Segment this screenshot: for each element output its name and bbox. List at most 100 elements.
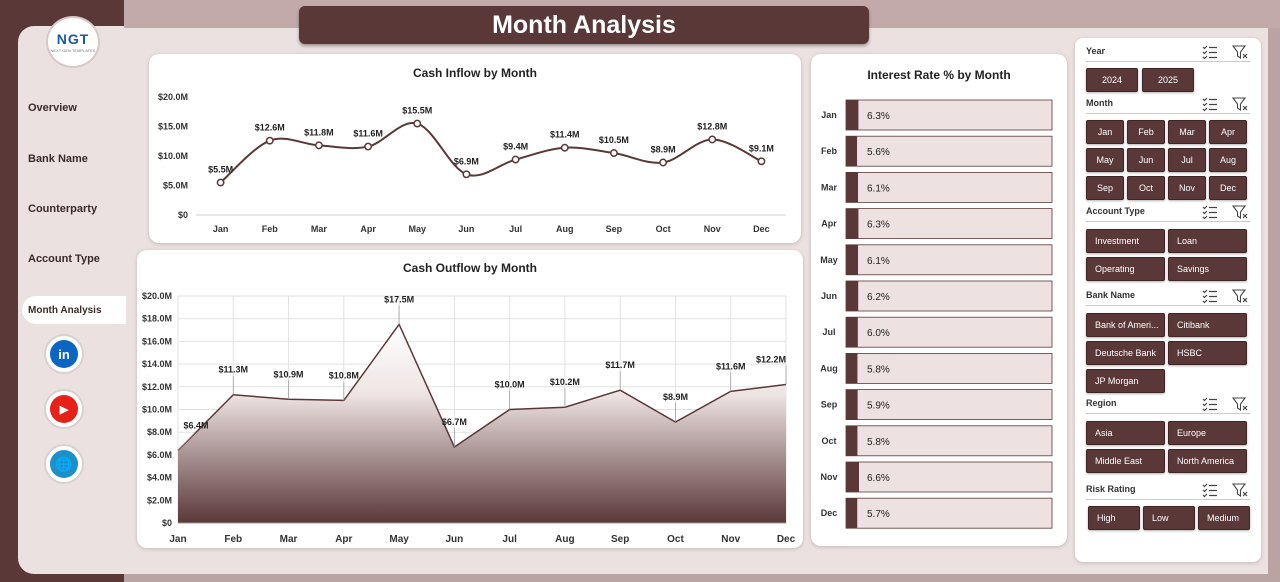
- month-option[interactable]: Feb: [1127, 120, 1165, 144]
- month-option[interactable]: Jul: [1168, 148, 1206, 172]
- y-tick-label: $14.0M: [142, 359, 172, 369]
- y-tick-label: $15.0M: [158, 122, 188, 132]
- rate-data-label: 5.7%: [867, 509, 890, 520]
- year-option[interactable]: 2025: [1142, 68, 1194, 92]
- y-tick-label: Apr: [821, 219, 837, 229]
- risk-rating-option[interactable]: Low: [1143, 506, 1195, 530]
- inflow-data-label: $12.6M: [255, 123, 285, 133]
- bank-name-option[interactable]: Bank of Ameri...: [1086, 313, 1165, 337]
- clear-filter-icon[interactable]: [1231, 288, 1248, 309]
- region-option[interactable]: Europe: [1168, 421, 1247, 445]
- website-button[interactable]: 🌐: [44, 444, 84, 484]
- clear-filter-icon[interactable]: [1231, 204, 1248, 225]
- interest-rate-chart: Jan 6.3% Feb 5.6% Mar 6.1% Apr 6.3% May 6.1% Jun 6.…: [820, 99, 1053, 529]
- month-option[interactable]: May: [1086, 148, 1124, 172]
- sidebar-item-bank-name[interactable]: Bank Name: [28, 153, 88, 165]
- x-tick-label: May: [408, 224, 426, 234]
- region-option[interactable]: North America: [1168, 449, 1247, 473]
- month-option[interactable]: Sep: [1086, 176, 1124, 200]
- sidebar-item-month-analysis[interactable]: Month Analysis: [22, 296, 126, 324]
- month-option[interactable]: Oct: [1127, 176, 1165, 200]
- month-option[interactable]: Jun: [1127, 148, 1165, 172]
- clear-filter-icon[interactable]: [1231, 96, 1248, 117]
- month-option[interactable]: Dec: [1209, 176, 1247, 200]
- y-tick-label: Oct: [821, 436, 836, 446]
- inflow-data-label: $11.6M: [353, 129, 383, 139]
- clear-filter-icon[interactable]: [1231, 396, 1248, 417]
- month-option[interactable]: Aug: [1209, 148, 1247, 172]
- clear-filter-icon[interactable]: [1231, 44, 1248, 65]
- x-tick-label: Jul: [502, 534, 517, 545]
- outflow-leader-line: [177, 431, 197, 451]
- region-slicer-title: Region: [1086, 398, 1117, 408]
- rate-bar-track: [845, 172, 1053, 203]
- multi-select-icon[interactable]: [1202, 396, 1218, 417]
- rate-bar: [846, 462, 859, 492]
- cash-inflow-chart: $0 $5.0M $10.0M $15.0M $20.0M Jan $5.5M Feb $12.…: [158, 92, 786, 234]
- cash-inflow-card: Cash Inflow by Month $0 $5.0M $10.0M $15.0M…: [149, 54, 801, 243]
- youtube-button[interactable]: ▶: [44, 389, 84, 429]
- linkedin-button[interactable]: in: [44, 334, 84, 374]
- outflow-data-label: $8.9M: [663, 392, 688, 402]
- y-tick-label: Feb: [821, 146, 838, 156]
- multi-select-icon[interactable]: [1202, 288, 1218, 309]
- rate-bar: [846, 353, 858, 384]
- inflow-point: [314, 141, 323, 150]
- account-type-option[interactable]: Operating: [1086, 257, 1165, 281]
- outflow-line: [177, 322, 787, 451]
- month-slicer-header: Month: [1086, 96, 1250, 114]
- rate-data-label: 5.6%: [867, 147, 890, 158]
- outflow-data-label: $11.3M: [219, 365, 249, 375]
- inflow-data-label: $8.9M: [651, 144, 676, 154]
- y-tick-label: $18.0M: [142, 314, 172, 324]
- bank-name-option[interactable]: JP Morgan: [1086, 369, 1165, 393]
- outflow-data-label: $6.7M: [442, 417, 467, 427]
- rate-bar: [846, 244, 859, 275]
- inflow-data-label: $10.5M: [599, 135, 629, 145]
- sidebar-item-account-type[interactable]: Account Type: [28, 253, 100, 265]
- bank-name-option[interactable]: Deutsche Bank: [1086, 341, 1165, 365]
- rate-data-label: 6.1%: [867, 183, 890, 194]
- risk-rating-option[interactable]: Medium: [1198, 506, 1250, 530]
- year-option[interactable]: 2024: [1086, 68, 1138, 92]
- inflow-point: [708, 135, 717, 144]
- clear-filter-icon[interactable]: [1231, 482, 1248, 503]
- outflow-data-label: $11.6M: [716, 361, 746, 371]
- region-option[interactable]: Middle East: [1086, 449, 1165, 473]
- region-option[interactable]: Asia: [1086, 421, 1165, 445]
- y-tick-label: $6.0M: [147, 450, 172, 460]
- sidebar-item-counterparty[interactable]: Counterparty: [28, 203, 98, 215]
- y-tick-label: $10.0M: [158, 151, 188, 161]
- month-option[interactable]: Mar: [1168, 120, 1206, 144]
- risk-rating-slicer-title: Risk Rating: [1086, 484, 1136, 494]
- bank-name-option[interactable]: HSBC: [1168, 341, 1247, 365]
- month-option[interactable]: Jan: [1086, 120, 1124, 144]
- month-option[interactable]: Apr: [1209, 120, 1247, 144]
- multi-select-icon[interactable]: [1202, 44, 1218, 65]
- multi-select-icon[interactable]: [1202, 204, 1218, 225]
- rate-bar: [846, 136, 858, 167]
- logo-subtext: NEXT GEN TEMPLATES: [50, 48, 96, 53]
- risk-rating-option[interactable]: High: [1088, 506, 1140, 530]
- account-type-option[interactable]: Loan: [1168, 229, 1247, 253]
- y-tick-label: Sep: [821, 400, 838, 410]
- multi-select-icon[interactable]: [1202, 482, 1218, 503]
- x-tick-label: Mar: [280, 534, 298, 545]
- y-tick-label: Mar: [821, 182, 838, 192]
- month-option[interactable]: Nov: [1168, 176, 1206, 200]
- multi-select-icon[interactable]: [1202, 96, 1218, 117]
- month-slicer-title: Month: [1086, 98, 1113, 108]
- inflow-point: [216, 178, 225, 187]
- rate-bar-track: [845, 244, 1053, 276]
- sidebar-item-overview[interactable]: Overview: [28, 102, 77, 114]
- inflow-point: [511, 155, 520, 164]
- x-tick-label: Oct: [656, 224, 671, 234]
- account-type-option[interactable]: Investment: [1086, 229, 1165, 253]
- account-type-slicer-header: Account Type: [1086, 204, 1250, 222]
- bank-name-option[interactable]: Citibank: [1168, 313, 1247, 337]
- bank-name-slicer-header: Bank Name: [1086, 288, 1250, 306]
- cash-outflow-card: Cash Outflow by Month $0 $2.0M $4.0M $6.0M $…: [137, 250, 803, 548]
- rate-data-label: 6.1%: [867, 256, 890, 267]
- inflow-point: [413, 119, 422, 128]
- account-type-option[interactable]: Savings: [1168, 257, 1247, 281]
